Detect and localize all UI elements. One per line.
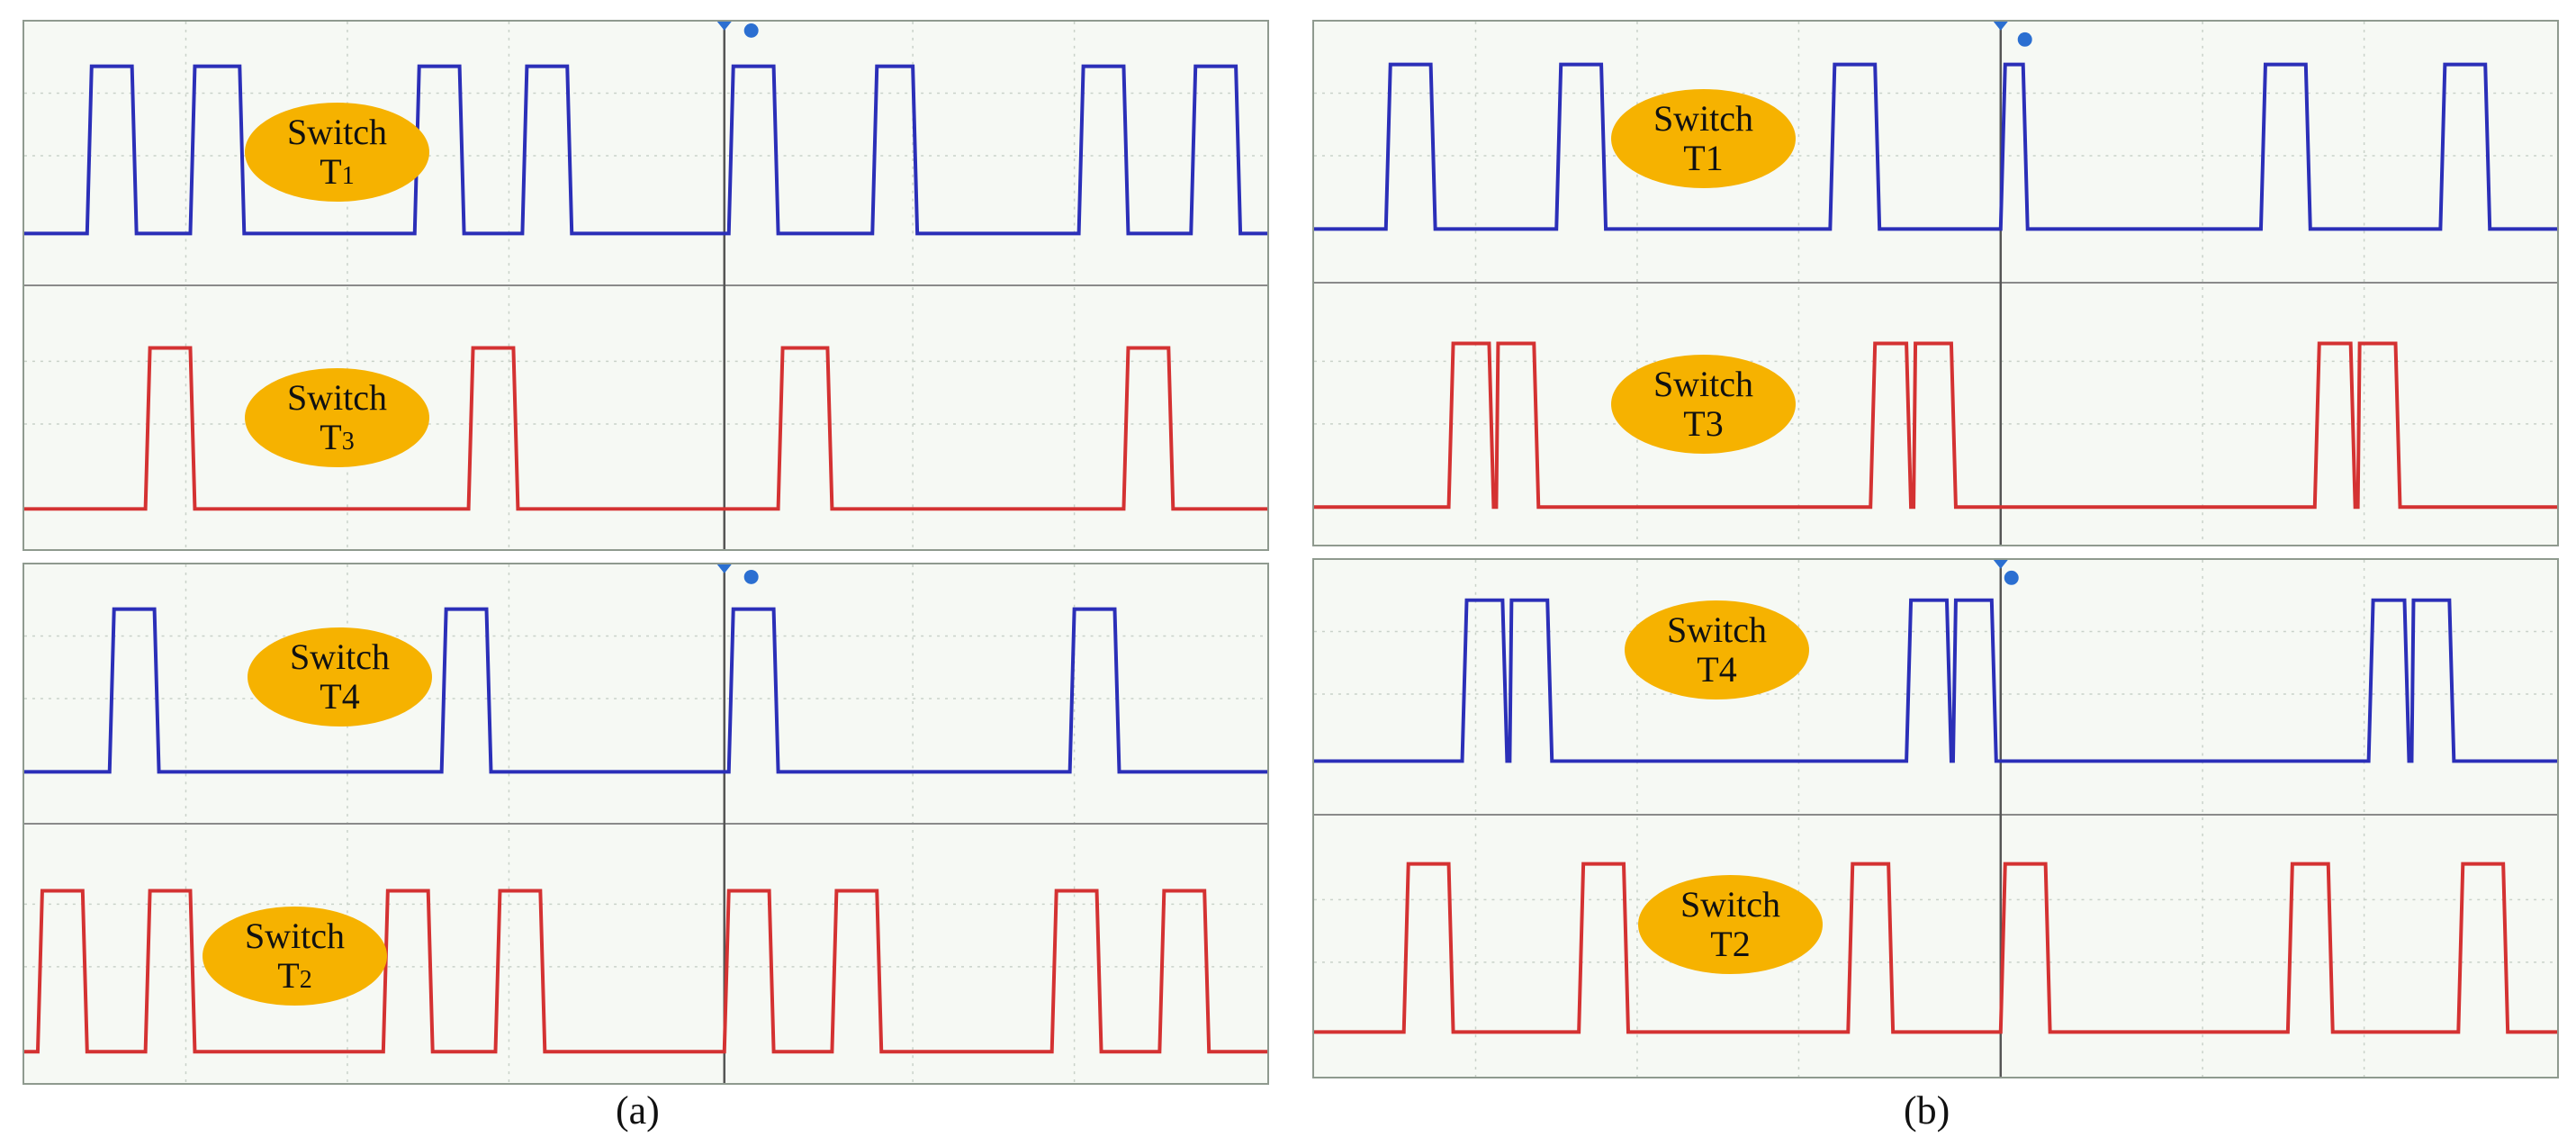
scope-panel-a-top: Switch T1 Switch T3 <box>23 20 1269 551</box>
label-switch-name: T1 <box>1683 138 1724 178</box>
label-switch-t4: Switch T4 <box>248 627 432 726</box>
trace-switch-t3 <box>24 346 1267 511</box>
label-word: Switch <box>1653 98 1754 139</box>
trace-switch-t1 <box>1314 62 2557 231</box>
trace-switch-t1 <box>24 64 1267 236</box>
trigger-marker-icon <box>743 569 759 584</box>
label-switch-name: T4 <box>320 676 360 717</box>
scope-panel-b-top: Switch T1 Switch T3 <box>1312 20 2559 546</box>
label-switch-t3: Switch T3 <box>1611 355 1796 454</box>
scope-panel-b-bottom: Switch T4 Switch T2 <box>1312 558 2559 1078</box>
trace-switch-t2 <box>24 889 1267 1054</box>
trigger-marker-icon <box>2017 32 2032 47</box>
trace-switch-t4 <box>24 607 1267 774</box>
trigger-marker-icon <box>716 564 732 573</box>
trigger-marker-icon <box>716 22 732 31</box>
trigger-marker-icon <box>743 23 759 38</box>
label-switch-t4: Switch T4 <box>1625 600 1809 699</box>
label-word: Switch <box>1666 609 1768 650</box>
label-word: Switch <box>1653 364 1754 404</box>
label-word: Switch <box>1680 884 1781 925</box>
trace-switch-t2 <box>1314 862 2557 1034</box>
caption-b: (b) <box>1904 1088 1950 1132</box>
label-switch-name: T2 <box>277 955 312 996</box>
label-word: Switch <box>286 112 388 152</box>
scope-panel-a-bottom: Switch T4 Switch T2 <box>23 563 1269 1085</box>
label-switch-name: T3 <box>1683 403 1724 444</box>
label-switch-t2: Switch T2 <box>203 907 387 1006</box>
label-switch-t1: Switch T1 <box>1611 89 1796 188</box>
scope-traces-b-bottom <box>1314 560 2557 1077</box>
label-word: Switch <box>244 916 346 956</box>
label-switch-name: T4 <box>1697 649 1737 690</box>
trace-switch-t3 <box>1314 341 2557 510</box>
label-switch-t3: Switch T3 <box>245 368 429 467</box>
scope-traces-b-top <box>1314 22 2557 545</box>
label-word: Switch <box>289 636 391 677</box>
trace-switch-t4 <box>1314 598 2557 763</box>
trigger-marker-icon <box>1993 560 2008 569</box>
label-switch-name: T2 <box>1710 924 1751 964</box>
label-switch-t2: Switch T2 <box>1638 875 1823 974</box>
label-switch-name: T1 <box>320 151 355 192</box>
label-word: Switch <box>286 377 388 418</box>
scope-traces-a-bottom <box>24 564 1267 1083</box>
label-switch-name: T3 <box>320 417 355 457</box>
caption-a: (a) <box>616 1088 660 1132</box>
trigger-marker-icon <box>2004 570 2019 585</box>
label-switch-t1: Switch T1 <box>245 103 429 202</box>
scope-traces-a-top <box>24 22 1267 549</box>
trigger-marker-icon <box>1993 22 2008 31</box>
